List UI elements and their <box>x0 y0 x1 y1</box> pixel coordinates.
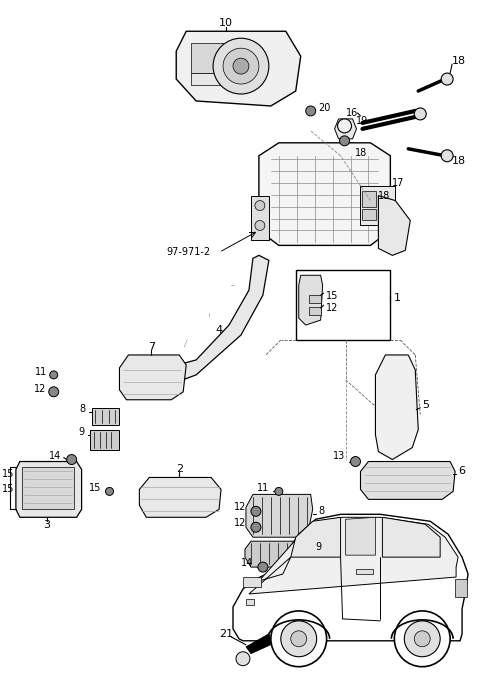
Bar <box>243 577 261 587</box>
Text: 8: 8 <box>80 404 85 414</box>
Text: 18: 18 <box>452 56 466 66</box>
Text: 4: 4 <box>215 325 222 335</box>
Text: 10: 10 <box>219 19 233 28</box>
Polygon shape <box>335 119 357 139</box>
Circle shape <box>404 621 440 657</box>
Text: 18: 18 <box>452 156 466 166</box>
Text: 9: 9 <box>316 542 322 552</box>
Bar <box>356 569 373 574</box>
Polygon shape <box>92 407 120 425</box>
Text: 19: 19 <box>356 116 368 126</box>
Circle shape <box>67 455 77 464</box>
Polygon shape <box>259 143 390 246</box>
Text: 15: 15 <box>325 291 338 301</box>
Circle shape <box>414 108 426 120</box>
Text: 13: 13 <box>333 451 346 460</box>
Circle shape <box>350 457 360 466</box>
Text: 1: 1 <box>393 293 400 303</box>
Circle shape <box>337 119 351 133</box>
Bar <box>191 73 246 85</box>
Bar <box>309 307 321 315</box>
Text: 14: 14 <box>49 451 62 460</box>
Circle shape <box>271 611 326 667</box>
Circle shape <box>275 488 283 495</box>
Bar <box>191 43 246 73</box>
Bar <box>362 209 376 220</box>
Bar <box>22 467 73 509</box>
Text: 21: 21 <box>219 629 233 639</box>
Polygon shape <box>378 196 410 255</box>
Text: 8: 8 <box>319 506 325 517</box>
Text: 16: 16 <box>346 108 359 118</box>
Text: 15: 15 <box>1 469 14 480</box>
Polygon shape <box>159 255 269 385</box>
Polygon shape <box>246 634 273 654</box>
Polygon shape <box>139 477 221 517</box>
Circle shape <box>50 371 58 379</box>
Circle shape <box>339 136 349 146</box>
Text: 18: 18 <box>355 147 367 158</box>
Circle shape <box>395 611 450 667</box>
Text: 11: 11 <box>35 367 47 377</box>
Polygon shape <box>176 32 301 106</box>
Text: 12: 12 <box>234 518 246 528</box>
Text: 5: 5 <box>422 400 429 410</box>
Text: 3: 3 <box>43 520 50 530</box>
Polygon shape <box>120 355 186 400</box>
Circle shape <box>236 652 250 665</box>
Text: 20: 20 <box>319 103 331 113</box>
Text: 11: 11 <box>257 484 269 493</box>
Text: 12: 12 <box>325 303 338 313</box>
Bar <box>455 579 467 597</box>
Polygon shape <box>291 517 341 557</box>
Circle shape <box>106 488 113 495</box>
Polygon shape <box>233 514 468 641</box>
Polygon shape <box>246 495 312 537</box>
Polygon shape <box>16 462 82 517</box>
Text: 7: 7 <box>148 342 155 352</box>
Circle shape <box>291 631 307 647</box>
Polygon shape <box>346 517 375 555</box>
Circle shape <box>49 387 59 397</box>
Circle shape <box>255 220 265 230</box>
Polygon shape <box>299 275 323 325</box>
Circle shape <box>251 522 261 532</box>
Text: 12: 12 <box>234 502 246 512</box>
Circle shape <box>441 73 453 85</box>
Circle shape <box>441 150 453 162</box>
Circle shape <box>255 200 265 211</box>
Circle shape <box>258 562 268 572</box>
Bar <box>251 196 269 240</box>
Circle shape <box>306 106 316 116</box>
Circle shape <box>281 621 317 657</box>
Circle shape <box>414 631 430 647</box>
Text: 15: 15 <box>1 484 14 495</box>
Bar <box>246 599 254 605</box>
Circle shape <box>223 48 259 84</box>
Circle shape <box>213 38 269 94</box>
Text: 18: 18 <box>378 191 391 200</box>
Circle shape <box>251 506 261 517</box>
Text: 2: 2 <box>176 464 183 475</box>
Bar <box>360 186 396 226</box>
Polygon shape <box>375 355 418 460</box>
Text: 9: 9 <box>78 427 84 437</box>
Text: 97-971-2: 97-971-2 <box>166 248 210 257</box>
Text: 17: 17 <box>392 178 405 188</box>
Polygon shape <box>90 429 120 449</box>
Polygon shape <box>245 541 311 567</box>
Polygon shape <box>360 462 455 499</box>
Text: 12: 12 <box>35 383 47 394</box>
Text: 15: 15 <box>89 484 102 493</box>
Polygon shape <box>383 517 440 557</box>
Polygon shape <box>249 517 458 594</box>
Bar <box>362 191 376 206</box>
Bar <box>296 270 390 340</box>
Text: 14: 14 <box>240 558 253 568</box>
Text: 6: 6 <box>458 466 465 477</box>
Circle shape <box>233 58 249 74</box>
Bar <box>309 295 321 303</box>
